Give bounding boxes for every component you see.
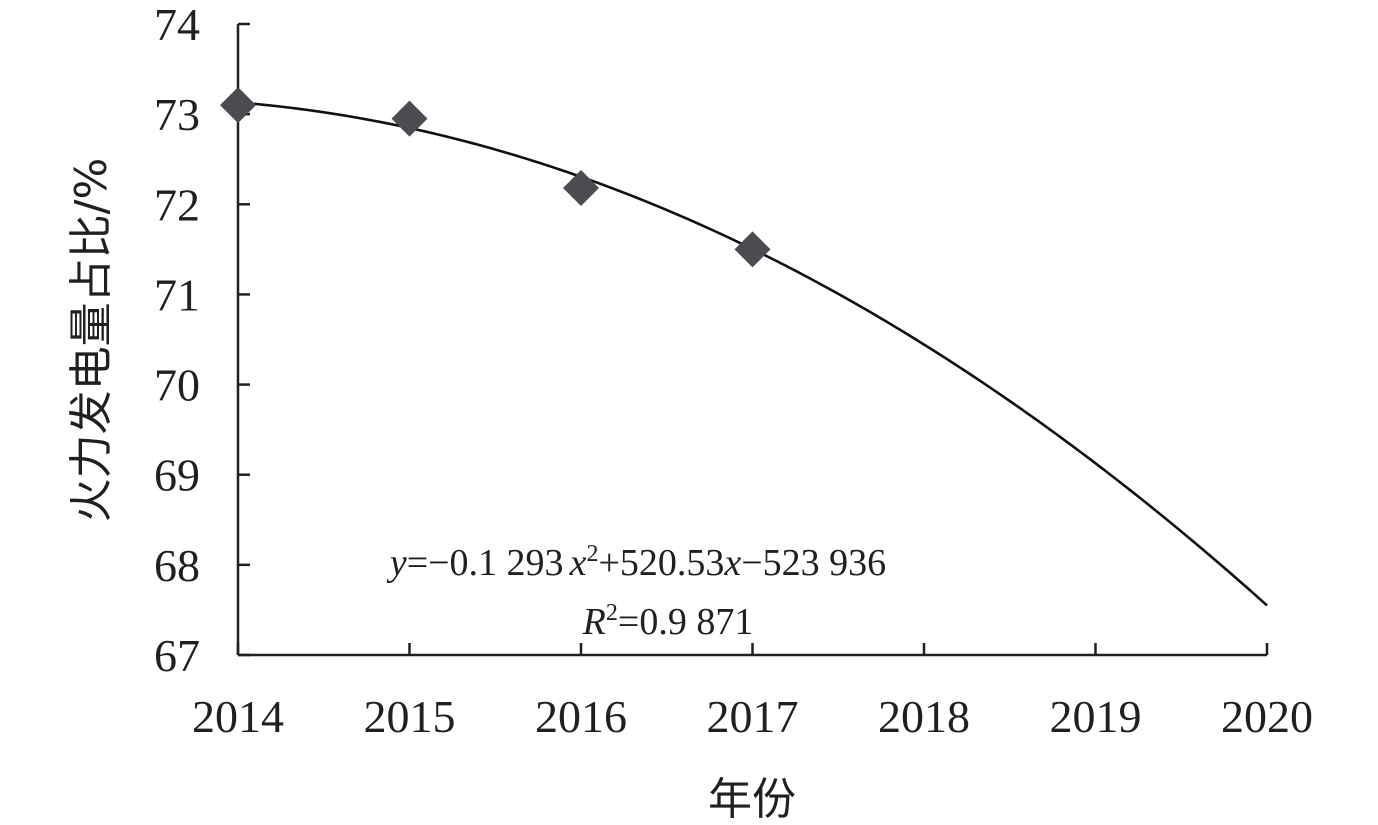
eq-sup: 2 (586, 541, 598, 567)
x-tick-label: 2016 (535, 691, 627, 742)
x-axis-title: 年份 (708, 774, 796, 825)
y-tick-label: 70 (154, 360, 200, 411)
r2-tail: =0.9 871 (618, 601, 753, 643)
eq-y: y (386, 542, 407, 584)
r2-sup: 2 (606, 600, 618, 626)
y-tick-label: 67 (154, 630, 200, 681)
x-tick-label: 2014 (192, 691, 284, 742)
y-axis-title: 火力发电量占比/% (66, 158, 117, 523)
x-tick-label: 2018 (878, 691, 970, 742)
x-tick-label: 2020 (1221, 691, 1313, 742)
y-tick-label: 74 (154, 0, 200, 50)
eq-x: x (569, 542, 587, 584)
x-axis: 2014 2015 2016 2017 2018 2019 2020 (192, 643, 1313, 742)
eq-part2: +520.53 (598, 542, 724, 584)
trendline (237, 101, 1268, 607)
y-tick-label: 68 (154, 540, 200, 591)
data-point-marker (563, 170, 599, 207)
r-squared: R2=0.9 871 (582, 600, 754, 643)
r2-r: R (582, 601, 606, 643)
eq-x2: x (723, 542, 741, 584)
x-tick-label: 2015 (364, 691, 456, 742)
y-tick-label: 72 (154, 179, 200, 230)
y-ticks: 67 68 69 70 71 72 73 74 (154, 0, 250, 681)
y-axis: 67 68 69 70 71 72 73 74 (154, 0, 250, 681)
data-point-marker (220, 87, 256, 124)
data-point-marker (734, 231, 771, 268)
y-tick-label: 73 (154, 89, 200, 140)
eq-tail: −523 936 (741, 542, 886, 584)
data-points (220, 87, 771, 268)
x-tick-label: 2017 (707, 691, 799, 742)
data-point-marker (391, 100, 428, 137)
y-tick-label: 69 (154, 450, 200, 501)
eq-part1: =−0.1 293 (407, 542, 564, 584)
trend-equation: y=−0.1 293 x2+520.53x−523 936 (386, 541, 886, 584)
y-tick-label: 71 (154, 269, 200, 320)
x-ticks: 2014 2015 2016 2017 2018 2019 2020 (192, 643, 1313, 742)
x-tick-label: 2019 (1050, 691, 1142, 742)
